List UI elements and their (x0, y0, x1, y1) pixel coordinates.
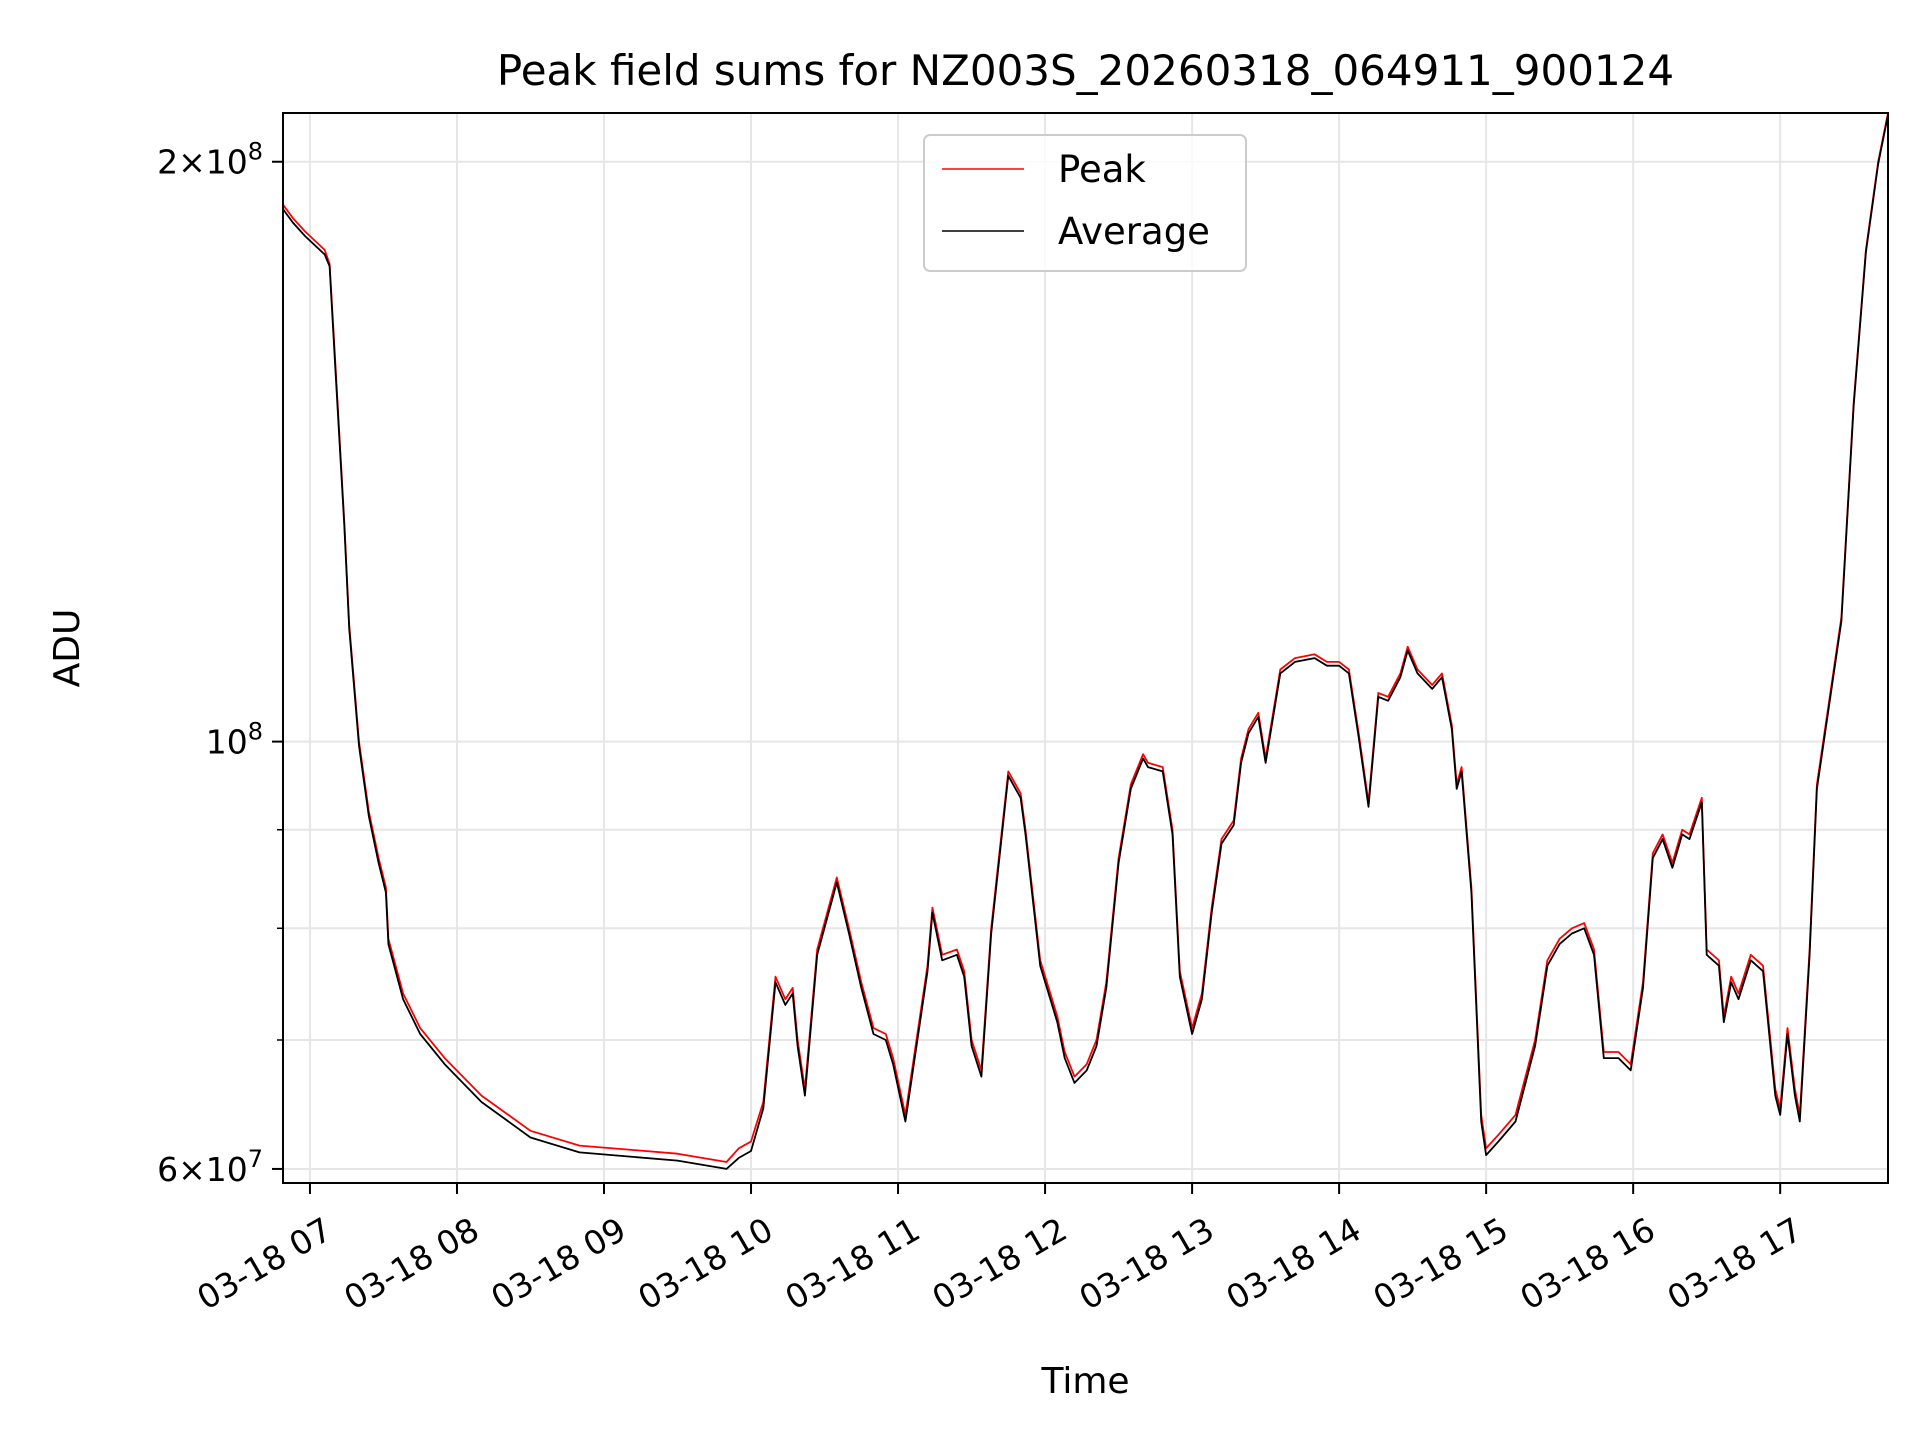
legend-label-average: Average (1058, 210, 1210, 253)
y-tick-label: 108 (206, 718, 263, 762)
series-layer (282, 112, 1889, 1170)
series-line-average (282, 114, 1889, 1170)
y-tick-label: 2×108 (157, 138, 263, 182)
legend: Peak Average (923, 134, 1247, 272)
y-axis-label: ADU (47, 609, 88, 688)
legend-label-peak: Peak (1058, 148, 1146, 191)
x-axis-label: Time (1040, 1361, 1129, 1402)
y-axis-ticks: 6×107 108 2×108 (157, 138, 283, 1189)
chart-title: Peak field sums for NZ003S_20260318_0649… (497, 46, 1674, 95)
plot-frame (282, 112, 1889, 1184)
y-tick-label: 6×107 (157, 1145, 263, 1189)
grid (283, 113, 1888, 1183)
